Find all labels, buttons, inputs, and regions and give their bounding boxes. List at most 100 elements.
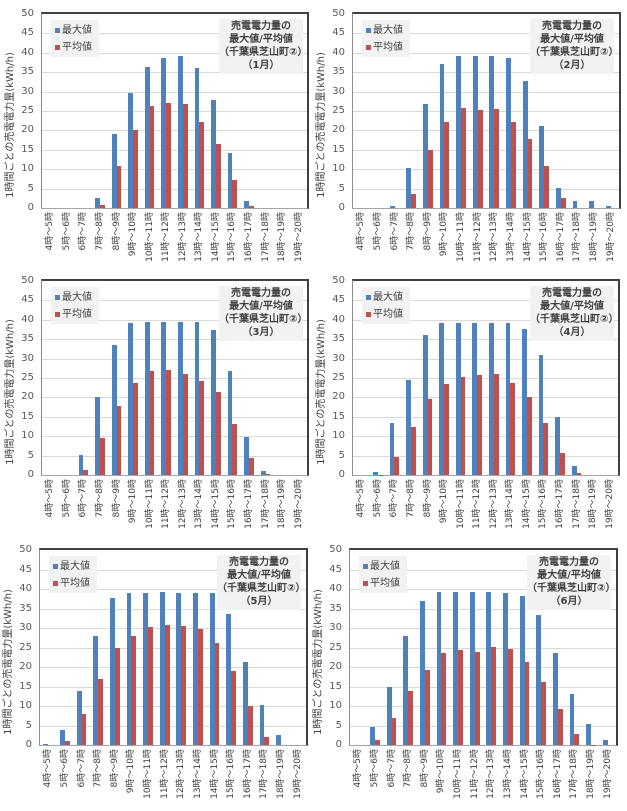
legend: 最大値平均値 [51, 20, 99, 57]
x-tick-label: 15時～16時 [535, 749, 547, 811]
bar-avg [494, 109, 499, 208]
chart-title-line: （5月） [217, 595, 301, 608]
chart-title-line: 最大値/平均値 [219, 33, 303, 46]
bar-avg [444, 122, 449, 208]
bar-avg [541, 682, 546, 745]
bar-avg [181, 626, 186, 745]
legend-marker-avg [55, 312, 60, 317]
bar-avg [525, 662, 530, 745]
bar-max [606, 206, 611, 208]
legend-marker-avg [55, 45, 60, 50]
x-tick-label: 12時～13時 [488, 479, 500, 541]
gridline [42, 417, 307, 418]
gridline [42, 111, 307, 112]
x-tick-label: 15時～16時 [537, 479, 549, 541]
legend-label: 最大値 [60, 561, 90, 572]
y-tick-label: 50 [6, 544, 32, 556]
x-tick-label: 8時～9時 [109, 749, 121, 811]
chart-title: 売電電力量の最大値/平均値（千葉県芝山町②）（2月） [530, 19, 614, 74]
x-tick-label: 9時～10時 [127, 479, 139, 541]
gridline [353, 150, 619, 151]
gridline [42, 189, 307, 190]
bar-avg [527, 397, 532, 475]
legend-marker-avg [363, 581, 368, 586]
y-axis-label: 1時間ごとの売電電力量(kWh/h) [313, 567, 325, 757]
bar-avg [150, 371, 155, 475]
chart-title-line: （千葉県芝山町②） [530, 313, 614, 326]
legend-label: 平均値 [62, 42, 92, 53]
chart-title-line: （4月） [530, 326, 614, 339]
y-axis-label: 1時間ごとの売電電力量(kWh/h) [3, 567, 15, 757]
x-tick-label: 6時～7時 [77, 212, 89, 274]
x-tick-label: 14時～15時 [210, 479, 222, 541]
legend-item: 平均値 [363, 577, 400, 590]
x-tick-label: 10時～11時 [455, 212, 467, 274]
bar-avg [216, 144, 221, 208]
chart-title-line: （2月） [530, 59, 614, 72]
gridline [350, 628, 616, 629]
legend-label: 最大値 [373, 292, 403, 303]
x-tick-label: 11時～12時 [160, 479, 172, 541]
x-tick-label: 12時～13時 [177, 212, 189, 274]
gridline [353, 417, 618, 418]
x-tick-label: 18時～19時 [587, 479, 599, 541]
x-tick-label: 8時～9時 [111, 212, 123, 274]
x-tick-label: 5時～6時 [61, 212, 73, 274]
x-tick-label: 11時～12時 [471, 479, 483, 541]
x-tick-label: 12時～13時 [488, 212, 500, 274]
bar-avg [461, 108, 466, 208]
x-tick-label: 16時～17時 [554, 479, 566, 541]
chart-title: 売電電力量の最大値/平均値（千葉県芝山町②）（4月） [530, 286, 614, 341]
bar-avg [183, 104, 188, 208]
x-tick-label: 9時～10時 [438, 479, 450, 541]
x-tick-label: 14時～15時 [210, 212, 222, 274]
y-tick-label: 50 [319, 275, 345, 287]
bar-max [589, 201, 594, 208]
legend-label: 最大値 [370, 561, 400, 572]
bar-avg [510, 383, 515, 475]
legend-marker-max [366, 28, 371, 33]
bar-max [573, 201, 578, 208]
x-tick-label: 9時～10時 [127, 212, 139, 274]
x-tick-label: 19時～20時 [292, 749, 304, 811]
chart-title-line: （千葉県芝山町②） [219, 313, 303, 326]
bar-avg [375, 740, 380, 745]
x-tick-label: 10時～11時 [142, 749, 154, 811]
x-tick-label: 19時～20時 [604, 479, 616, 541]
legend-item: 平均値 [366, 308, 403, 321]
bar-avg [166, 370, 171, 475]
y-tick-label: 50 [316, 544, 342, 556]
chart-title-line: 最大値/平均値 [530, 300, 614, 313]
bar-avg [408, 691, 413, 745]
x-tick-label: 8時～9時 [422, 212, 434, 274]
x-tick-label: 16時～17時 [552, 749, 564, 811]
x-tick-label: 14時～15時 [522, 212, 534, 274]
legend-label: 最大値 [62, 292, 92, 303]
bar-avg [461, 377, 466, 475]
x-tick-label: 4時～5時 [42, 749, 54, 811]
gridline [42, 436, 307, 437]
gridline [353, 111, 619, 112]
gridline [353, 169, 619, 170]
x-tick-label: 7時～8時 [405, 479, 417, 541]
bar-avg [166, 103, 171, 208]
bar-avg [544, 166, 549, 208]
legend-marker-max [55, 295, 60, 300]
gridline [353, 359, 618, 360]
bar-avg [199, 122, 204, 208]
bar-avg [477, 375, 482, 475]
x-tick-label: 11時～12時 [160, 212, 172, 274]
x-tick-label: 4時～5時 [44, 479, 56, 541]
gridline [350, 667, 616, 668]
x-tick-label: 11時～12時 [159, 749, 171, 811]
bar-avg [100, 205, 105, 208]
gridline [40, 628, 306, 629]
x-tick-label: 13時～14時 [502, 749, 514, 811]
legend-label: 最大値 [373, 25, 403, 36]
x-tick-label: 8時～9時 [419, 749, 431, 811]
